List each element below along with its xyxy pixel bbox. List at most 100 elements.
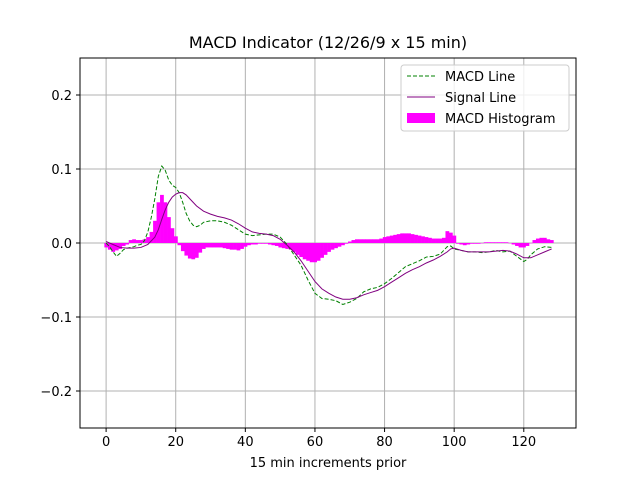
histogram-bar [403, 233, 408, 243]
histogram-bar [337, 243, 342, 247]
histogram-bar [194, 243, 199, 258]
histogram-bar [501, 242, 505, 243]
histogram-bar [309, 243, 314, 263]
histogram-bar [414, 234, 418, 243]
histogram-bar [344, 243, 349, 244]
histogram-bar [483, 242, 488, 243]
histogram-bar [187, 243, 192, 259]
histogram-bar [445, 231, 450, 243]
histogram-bar [125, 243, 130, 245]
histogram-bar [121, 243, 126, 246]
histogram-bar [236, 243, 241, 251]
histogram-bar [421, 236, 425, 243]
histogram-bar [490, 242, 495, 243]
histogram-bar [361, 239, 366, 243]
histogram-bar [191, 243, 196, 260]
y-axis-ticks: −0.2 −0.1 0.0 0.1 0.2 [40, 89, 80, 400]
histogram-bar [539, 237, 544, 243]
histogram-bar [424, 237, 429, 243]
histogram-bar [348, 241, 352, 243]
histogram-bar [535, 238, 540, 243]
histogram-bar [243, 243, 248, 247]
histogram-bar [254, 243, 258, 245]
histogram-bar [271, 243, 276, 246]
macd-line [105, 165, 552, 305]
histogram-bar [306, 243, 311, 261]
histogram-bar [396, 234, 401, 243]
histogram-bar [494, 242, 498, 243]
histogram-bar [107, 243, 112, 250]
histogram-bar [149, 231, 154, 243]
histogram-bar [358, 239, 363, 243]
legend-box [400, 64, 570, 132]
x-tick-label: 120 [511, 435, 536, 450]
histogram-bar [267, 243, 272, 245]
histogram-bar [441, 237, 446, 243]
histogram-bar [400, 233, 405, 243]
histogram-bar [205, 243, 210, 248]
histogram-bar [250, 243, 255, 245]
y-tick-label: 0.2 [51, 89, 72, 104]
histogram-bar [233, 243, 237, 250]
histogram-bar [156, 202, 161, 243]
histogram-bar [264, 243, 269, 244]
histogram-bar [198, 243, 203, 253]
histogram-bar [135, 240, 140, 243]
histogram-bar [313, 243, 317, 263]
histogram-bar [132, 239, 136, 243]
histogram-bar [341, 243, 345, 246]
histogram-bar [351, 240, 356, 243]
histogram-bar [525, 243, 530, 246]
histogram-bar [549, 240, 554, 243]
histogram-bar [518, 243, 523, 248]
histogram-bar [288, 243, 293, 250]
histogram-bar [260, 243, 265, 244]
legend-label: MACD Line [445, 70, 515, 85]
histogram-bar [407, 233, 411, 243]
histogram-bar [511, 243, 516, 245]
histogram-bar [281, 243, 286, 249]
histogram-bar [177, 243, 182, 246]
x-tick-label: 40 [237, 435, 254, 450]
histogram-bar [330, 243, 335, 250]
histogram-bar [226, 243, 230, 249]
histogram-bar [212, 243, 217, 248]
histogram-bar [240, 243, 244, 249]
histogram-bar [104, 243, 109, 248]
histogram-bar [497, 242, 502, 243]
histogram-bar [128, 240, 133, 243]
histogram-bar [382, 237, 387, 243]
series-lines [105, 165, 552, 305]
histogram-bar [215, 243, 220, 248]
histogram-bar [111, 243, 116, 252]
histogram-bar [222, 243, 227, 249]
histogram-bar [522, 243, 526, 248]
histogram-bar [114, 243, 119, 251]
histogram-bar [452, 235, 457, 243]
histogram-bar [515, 243, 519, 246]
histogram-bar [201, 243, 206, 249]
histogram-bar [354, 239, 359, 243]
histogram-bar [410, 234, 415, 243]
histogram-bar [295, 243, 300, 255]
histogram-bar [184, 243, 189, 256]
legend-swatch-histogram [407, 113, 435, 123]
histogram-bar [504, 242, 509, 243]
histogram-bar [327, 243, 331, 252]
histogram-bar [532, 240, 537, 243]
histogram-bar [542, 237, 547, 243]
histogram-bar [431, 238, 436, 243]
histogram-bar [372, 239, 377, 243]
histogram-bar [365, 239, 370, 243]
histogram-bar [320, 243, 324, 258]
histogram-bar [487, 242, 492, 243]
histogram-bar [473, 243, 478, 244]
histogram-bar [163, 202, 168, 243]
histogram-bar [167, 217, 171, 243]
histogram-bar [323, 243, 328, 255]
x-tick-label: 80 [376, 435, 393, 450]
histogram-bar [435, 238, 439, 243]
x-tick-label: 100 [442, 435, 467, 450]
histogram-bar [389, 235, 394, 243]
legend-label: Signal Line [445, 91, 516, 106]
